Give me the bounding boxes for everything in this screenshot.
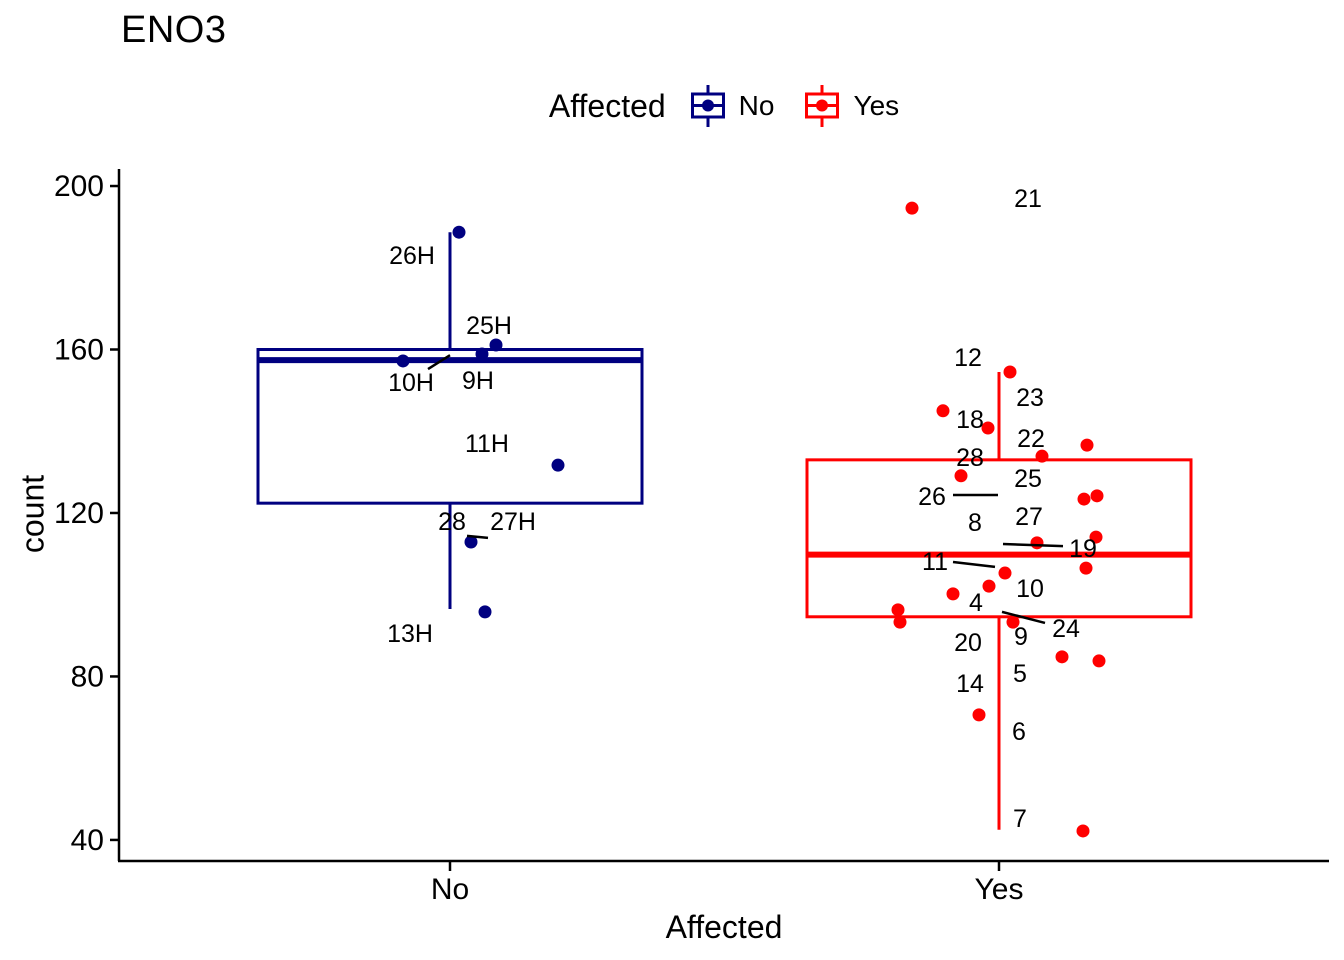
- data-point: [1090, 489, 1104, 503]
- legend: Affected No Yes: [120, 82, 1328, 130]
- point-label: 9H: [462, 367, 494, 395]
- leader-line: [427, 354, 451, 371]
- point-label: 13H: [387, 620, 433, 648]
- leader-line: [466, 534, 489, 540]
- point-label: 5: [1013, 660, 1027, 688]
- data-point: [1030, 536, 1044, 550]
- point-label: 14: [956, 670, 984, 698]
- point-label: 28: [956, 444, 984, 472]
- leader-line: [1002, 542, 1064, 548]
- point-label: 24: [1052, 615, 1080, 643]
- data-point: [982, 579, 996, 593]
- boxplot-key-icon: [690, 85, 725, 127]
- data-point: [489, 338, 503, 352]
- data-point: [1089, 530, 1103, 544]
- data-point: [1003, 365, 1017, 379]
- point-label: 18: [956, 406, 984, 434]
- data-point: [1035, 449, 1049, 463]
- data-point: [478, 605, 492, 619]
- x-axis-title: Affected: [665, 909, 783, 945]
- point-label: 6: [1012, 718, 1026, 746]
- data-point: [1079, 561, 1093, 575]
- data-point: [972, 708, 986, 722]
- point-label: 11: [922, 548, 948, 576]
- y-axis-title: count: [14, 474, 51, 554]
- data-point: [936, 404, 950, 418]
- y-tick-label: 40: [71, 824, 104, 857]
- point-label: 22: [1017, 425, 1045, 453]
- data-point: [981, 421, 995, 435]
- data-point: [893, 615, 907, 629]
- y-tick-label: 80: [71, 660, 104, 693]
- point-label: 26H: [389, 242, 435, 270]
- point-label: 25: [1014, 465, 1042, 493]
- y-tick-label: 200: [54, 170, 104, 203]
- point-label: 19: [1069, 535, 1097, 563]
- data-point: [1055, 650, 1069, 664]
- point-label: 8: [968, 509, 982, 537]
- legend-entry-yes: Yes: [804, 84, 899, 128]
- legend-entry-no: No: [690, 84, 775, 128]
- point-label: 10H: [388, 369, 434, 397]
- data-point: [998, 566, 1012, 580]
- x-category-label: Yes: [975, 873, 1024, 906]
- data-point: [1092, 654, 1106, 668]
- data-point: [946, 587, 960, 601]
- data-point: [1076, 824, 1090, 838]
- legend-label-yes: Yes: [853, 90, 900, 121]
- point-label: 4: [969, 589, 983, 617]
- point-label: 28: [438, 508, 466, 536]
- point-label: 25H: [466, 312, 512, 340]
- point-label: 27: [1015, 503, 1043, 531]
- y-tick-label: 160: [54, 334, 104, 367]
- point-label: 11H: [465, 430, 509, 458]
- box-No: [256, 348, 644, 505]
- legend-title: Affected: [548, 87, 666, 124]
- x-category-label: No: [431, 873, 469, 906]
- point-label: 21: [1014, 185, 1042, 213]
- leader-line: [952, 560, 996, 569]
- data-point: [1077, 492, 1091, 506]
- data-point: [396, 354, 410, 368]
- chart-title: ENO3: [121, 9, 227, 51]
- point-label: 26: [918, 483, 946, 511]
- point-label: 23: [1016, 384, 1044, 412]
- point-label: 7: [1013, 805, 1027, 833]
- point-label: 9: [1014, 623, 1028, 651]
- data-point: [954, 469, 968, 483]
- data-point: [452, 225, 466, 239]
- leader-line: [1001, 610, 1046, 625]
- data-point: [1006, 615, 1020, 629]
- y-tick-label: 120: [54, 497, 104, 530]
- data-point: [464, 535, 478, 549]
- point-label: 20: [954, 629, 982, 657]
- point-label: 27H: [490, 508, 536, 536]
- point-label: 10: [1016, 575, 1044, 603]
- data-point: [551, 458, 565, 472]
- legend-label-no: No: [738, 90, 775, 121]
- box-Yes: [805, 458, 1193, 619]
- data-point: [891, 603, 905, 617]
- boxplot-key-icon: [805, 85, 840, 127]
- data-point: [475, 347, 489, 361]
- data-point: [905, 201, 919, 215]
- data-point: [1080, 438, 1094, 452]
- point-label: 12: [954, 344, 982, 372]
